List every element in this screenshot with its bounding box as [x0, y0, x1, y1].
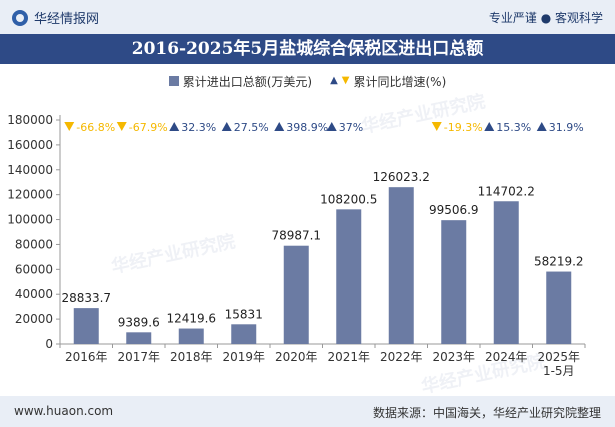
- growth-up-triangle-icon: [536, 122, 547, 131]
- x-tick-label: 2018年: [170, 350, 213, 364]
- footer: www.huaon.com 数据来源：中国海关，华经产业研究院整理: [0, 396, 615, 427]
- data-label: 108200.5: [320, 192, 377, 206]
- growth-label: 32.3%: [181, 121, 216, 134]
- legend: 累计进出口总额(万美元) ▲ ▼ 累计同比增速(%): [0, 70, 615, 92]
- data-label: 78987.1: [271, 229, 321, 243]
- x-tick-label: 2022年: [380, 350, 423, 364]
- bar: [231, 324, 257, 344]
- y-tick-label: 20000: [15, 312, 53, 326]
- bar: [441, 220, 467, 344]
- y-tick-label: 140000: [7, 163, 53, 177]
- data-label: 28833.7: [61, 291, 111, 305]
- growth-up-triangle-icon: [274, 122, 285, 131]
- y-tick-label: 60000: [15, 262, 53, 276]
- bar: [178, 328, 204, 344]
- x-tick-label: 2021年: [327, 350, 370, 364]
- legend-label-total: 累计进出口总额(万美元): [182, 74, 313, 89]
- growth-down-triangle-icon: [116, 122, 127, 131]
- y-tick-label: 180000: [7, 113, 53, 127]
- growth-label: 398.9%: [286, 121, 328, 134]
- bar: [126, 332, 152, 344]
- top-bar: 华经情报网 专业严谨 ● 客观科学: [0, 0, 615, 34]
- data-label: 58219.2: [534, 255, 584, 269]
- growth-up-triangle-icon: [221, 122, 232, 131]
- legend-down-triangle-icon: ▼: [341, 75, 350, 86]
- legend-up-triangle-icon: ▲: [330, 75, 338, 86]
- bar: [388, 187, 414, 344]
- growth-label: 31.9%: [549, 121, 584, 134]
- data-label: 15831: [225, 307, 263, 321]
- y-tick-label: 0: [45, 337, 53, 351]
- growth-label: 37%: [339, 121, 363, 134]
- brand-name: 华经情报网: [34, 12, 100, 27]
- growth-up-triangle-icon: [484, 122, 495, 131]
- x-tick-label: 2017年: [117, 350, 160, 364]
- bar: [493, 201, 519, 344]
- bar-chart: 0 20000 40000 60000 80000 100000 120000 140000 1…: [7, 113, 586, 378]
- legend-item-total: 累计进出口总额(万美元): [168, 73, 313, 90]
- data-label: 126023.2: [373, 170, 430, 184]
- y-tick-label: 160000: [7, 138, 53, 152]
- data-source: 数据来源：中国海关，华经产业研究院整理: [372, 406, 601, 420]
- data-label: 114702.2: [478, 184, 535, 198]
- growth-down-triangle-icon: [64, 122, 75, 131]
- bar: [336, 209, 362, 344]
- tagline: 专业严谨 ● 客观科学: [488, 11, 603, 25]
- bar: [546, 271, 572, 344]
- growth-label: -66.8%: [76, 121, 115, 134]
- chart-title: 2016-2025年5月盐城综合保税区进出口总额: [0, 34, 615, 64]
- brand[interactable]: 华经情报网: [12, 8, 99, 27]
- x-tick-label: 2024年: [485, 350, 528, 364]
- legend-item-growth: ▲ ▼ 累计同比增速(%): [330, 73, 446, 90]
- y-tick-label: 80000: [15, 237, 53, 251]
- growth-label: -67.9%: [129, 121, 168, 134]
- y-tick-label: 120000: [7, 188, 53, 202]
- brand-logo-icon: [12, 9, 28, 26]
- growth-label: -19.3%: [444, 121, 483, 134]
- growth-up-triangle-icon: [169, 122, 180, 131]
- x-tick-label: 2020年: [275, 350, 318, 364]
- growth-label: 15.3%: [496, 121, 531, 134]
- legend-bar-swatch: [168, 76, 179, 86]
- x-tick-label: 2016年: [65, 350, 108, 364]
- website-link[interactable]: www.huaon.com: [14, 404, 114, 418]
- bar: [283, 245, 309, 344]
- data-label: 99506.9: [429, 203, 479, 217]
- growth-label: 27.5%: [234, 121, 269, 134]
- legend-label-growth: 累计同比增速(%): [353, 74, 447, 89]
- data-label: 9389.6: [118, 315, 160, 329]
- x-tick-label: 2025年: [537, 350, 580, 364]
- growth-up-triangle-icon: [326, 122, 337, 131]
- x-tick-label: 2019年: [222, 350, 265, 364]
- y-tick-label: 40000: [15, 287, 53, 301]
- data-label: 12419.6: [166, 312, 216, 326]
- x-tick-label: 2023年: [432, 350, 475, 364]
- x-tick-label: 1-5月: [543, 364, 575, 378]
- bar: [73, 308, 99, 344]
- growth-down-triangle-icon: [431, 122, 442, 131]
- y-tick-label: 100000: [7, 213, 53, 227]
